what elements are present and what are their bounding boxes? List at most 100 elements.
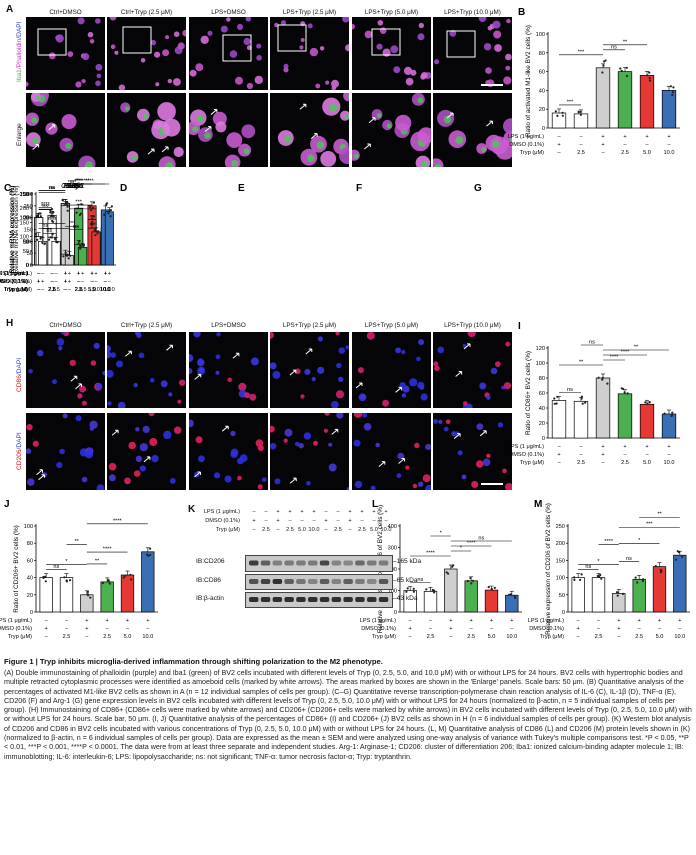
treatment-mark: 5.0 <box>124 634 132 640</box>
cell <box>95 80 101 87</box>
treatment-mark: – <box>597 618 601 624</box>
cell <box>177 42 185 50</box>
bar <box>595 377 611 439</box>
arrow-icon <box>355 382 363 389</box>
cell <box>331 79 339 88</box>
data-point <box>470 582 473 585</box>
cell-core <box>353 153 359 159</box>
y-tick-label: 50 <box>559 593 565 599</box>
blot-band <box>296 560 306 566</box>
treatment-row-label: DMSO (0.1%) <box>0 279 28 285</box>
cell <box>189 69 197 77</box>
treatment-mark: + <box>601 142 604 148</box>
cell <box>482 458 491 467</box>
blot-kda: –165 kDa <box>393 558 422 565</box>
treatment-mark: – <box>409 618 413 624</box>
treatment-mark: – <box>64 287 68 293</box>
treatment-mark: – <box>50 279 54 285</box>
cell <box>140 58 146 63</box>
treatment-mark: – <box>37 287 41 293</box>
data-point <box>452 564 455 567</box>
cell <box>215 370 220 375</box>
treatment-mark: – <box>50 279 54 285</box>
data-point <box>553 397 556 400</box>
arrow-icon <box>446 112 454 119</box>
enlarge-box <box>277 24 307 52</box>
cell <box>226 17 231 22</box>
cell <box>502 468 507 474</box>
y-tick-label: 80 <box>539 376 545 382</box>
cell <box>418 339 425 346</box>
treatment-mark: + <box>68 271 71 277</box>
bar <box>571 577 585 613</box>
cell-core <box>421 160 429 167</box>
cell <box>62 413 68 419</box>
treatment-mark: – <box>90 279 94 285</box>
treatment-row-label: Tryp (μM) <box>4 287 28 293</box>
wb-header-mark: + <box>312 509 316 515</box>
cell <box>299 45 304 50</box>
condition-label: LPS+DMSO <box>211 322 246 329</box>
treatment-mark: 5.0 <box>643 460 651 466</box>
y-tick-label: 150 <box>24 228 33 234</box>
treatment-mark: – <box>37 271 41 277</box>
data-point <box>625 74 629 78</box>
y-axis-label: Relative mRNA expression (%) <box>9 186 16 274</box>
cell <box>445 419 451 424</box>
cell <box>254 75 263 85</box>
data-point <box>79 247 82 250</box>
blot-band <box>331 579 342 584</box>
y-axis-label: Relative expression of CD206 of BV2 cell… <box>545 503 552 635</box>
treatment-mark: + <box>470 618 473 624</box>
cell <box>364 30 373 39</box>
treatment-mark: – <box>77 279 81 285</box>
data-point <box>52 215 55 218</box>
cell <box>229 50 238 58</box>
arrow-icon <box>232 352 240 359</box>
treatment-row-label: Tryp (μM) <box>4 287 28 293</box>
cell <box>160 380 168 388</box>
treatment-mark: + <box>104 271 107 277</box>
treatment-mark: + <box>94 271 97 277</box>
cell <box>95 63 103 71</box>
cell <box>48 52 56 60</box>
cell <box>420 393 428 401</box>
blot-band <box>378 597 389 602</box>
y-tick-label: 50 <box>23 239 29 245</box>
data-point <box>49 211 52 214</box>
data-point <box>599 573 602 577</box>
y-tick-label: 50 <box>23 249 29 255</box>
data-point <box>89 596 92 599</box>
cell <box>362 413 368 418</box>
treatment-mark: – <box>90 279 94 285</box>
data-point <box>122 576 125 579</box>
cell <box>403 66 413 75</box>
treatment-row-label: DMSO (0.1%) <box>361 626 396 632</box>
panel-letter: J <box>4 499 10 510</box>
treatment-mark: + <box>77 271 80 277</box>
data-point <box>487 586 490 589</box>
data-point <box>61 198 64 201</box>
cell <box>189 368 193 375</box>
bar <box>591 577 606 613</box>
data-point <box>90 223 93 226</box>
data-point <box>579 578 582 581</box>
cell-core <box>434 163 442 167</box>
data-point <box>56 241 59 244</box>
sig-label: ** <box>76 179 81 185</box>
cell <box>26 448 32 454</box>
treatment-mark: 2.5 <box>75 287 83 293</box>
cell <box>417 381 425 389</box>
treatment-mark: – <box>85 634 89 640</box>
sig-label: **** <box>621 350 631 356</box>
bar <box>673 554 687 613</box>
cell <box>283 67 289 73</box>
cell <box>336 362 342 369</box>
cell <box>227 377 232 383</box>
cell-core <box>481 147 487 152</box>
panel-letter: I <box>518 321 521 332</box>
data-point <box>110 205 113 208</box>
y-tick-label: 60 <box>539 70 545 76</box>
data-point <box>469 577 472 580</box>
sig-label: **** <box>41 202 51 208</box>
